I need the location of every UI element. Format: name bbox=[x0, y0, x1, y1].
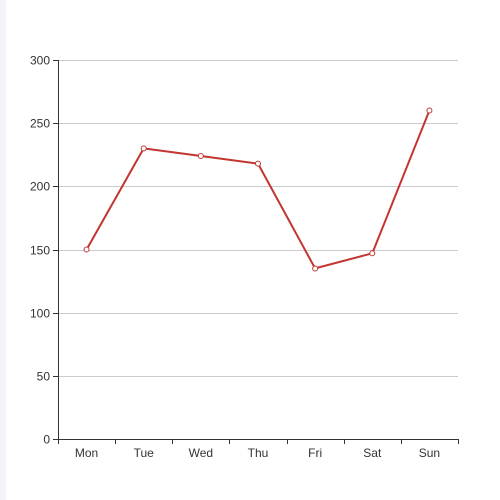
y-tick-label: 0 bbox=[43, 433, 50, 447]
x-tick-label: Fri bbox=[308, 446, 322, 460]
data-point[interactable] bbox=[83, 246, 90, 253]
y-tick-label: 100 bbox=[30, 307, 50, 321]
y-axis-tick-labels: 0 50 100 150 200 250 300 bbox=[30, 54, 50, 447]
series-line bbox=[85, 110, 431, 270]
x-tick-label: Mon bbox=[75, 446, 98, 460]
x-tick-label: Tue bbox=[134, 446, 155, 460]
x-tick-label: Sat bbox=[363, 446, 382, 460]
y-tick-label: 150 bbox=[30, 244, 50, 258]
left-side-strip bbox=[0, 0, 6, 500]
data-point[interactable] bbox=[197, 153, 204, 160]
x-axis-tick-labels: Mon Tue Wed Thu Fri Sat Sun bbox=[75, 446, 440, 460]
y-tick-label: 50 bbox=[37, 370, 51, 384]
y-tick-label: 300 bbox=[30, 54, 50, 68]
x-tick-label: Sun bbox=[419, 446, 440, 460]
data-point[interactable] bbox=[140, 145, 147, 152]
y-tick-label: 200 bbox=[30, 180, 50, 194]
x-tick-label: Thu bbox=[248, 446, 269, 460]
data-point[interactable] bbox=[255, 160, 261, 167]
data-point[interactable] bbox=[369, 250, 376, 257]
series bbox=[83, 107, 433, 272]
data-point[interactable] bbox=[312, 265, 319, 272]
data-point[interactable] bbox=[426, 107, 433, 114]
x-tick-label: Wed bbox=[189, 446, 213, 460]
axes bbox=[53, 60, 459, 444]
grid-lines bbox=[58, 60, 458, 377]
y-tick-label: 250 bbox=[30, 117, 50, 131]
